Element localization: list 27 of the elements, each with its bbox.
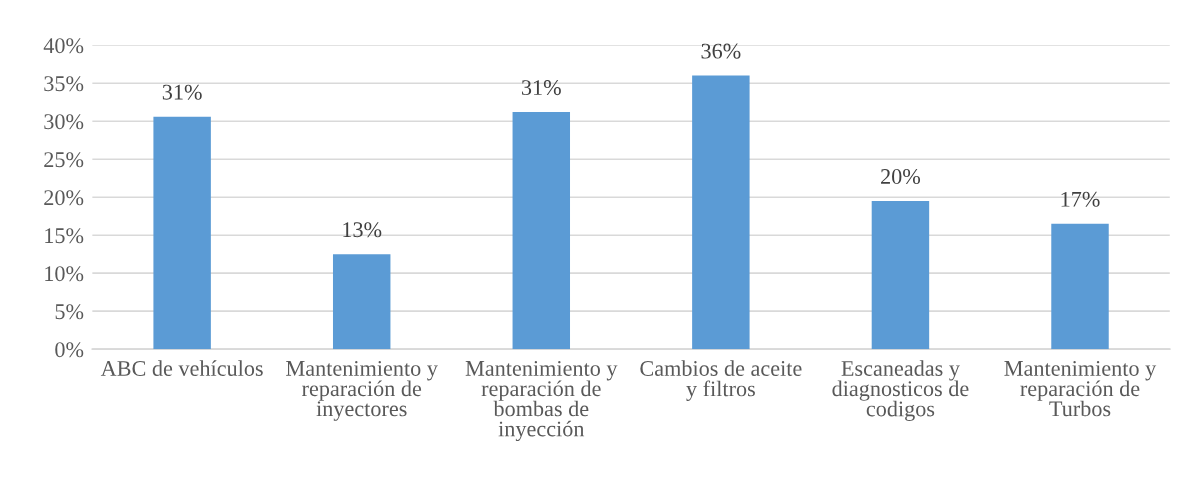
x-tick-label: Mantenimiento y reparación de Turbos <box>1004 360 1157 417</box>
x-tick-label: ABC de vehículos <box>100 360 263 376</box>
x-tick-label: Mantenimiento y reparación de bombas de inyección <box>465 360 618 442</box>
data-label: 13% <box>343 222 382 238</box>
y-tick-label: 15% <box>45 228 84 244</box>
x-tick-label: Escaneadas y diagnosticos de codigos <box>832 360 969 421</box>
data-label: 31% <box>521 80 561 96</box>
y-tick-label: 25% <box>44 152 84 168</box>
y-tick-label: 20% <box>44 190 84 206</box>
y-tick-label: 0% <box>55 342 84 358</box>
data-label: 36% <box>701 43 741 59</box>
y-tick-label: 40% <box>43 38 84 54</box>
y-tick-label: 35% <box>44 76 84 92</box>
data-label: 31% <box>162 84 202 100</box>
y-tick-label: 10% <box>45 266 84 282</box>
y-tick-label: 5% <box>55 304 84 320</box>
bar <box>512 112 571 350</box>
bar <box>871 201 930 350</box>
y-tick-label: 30% <box>44 114 84 130</box>
data-label: 17% <box>1061 191 1100 207</box>
bar <box>153 116 211 350</box>
data-label: 20% <box>881 169 921 185</box>
x-tick-label: Cambios de aceite y filtros <box>640 360 802 401</box>
bar <box>1051 223 1109 350</box>
bar <box>332 254 391 350</box>
bar <box>692 75 750 350</box>
x-tick-label: Mantenimiento y reparación de inyectores <box>286 360 438 421</box>
